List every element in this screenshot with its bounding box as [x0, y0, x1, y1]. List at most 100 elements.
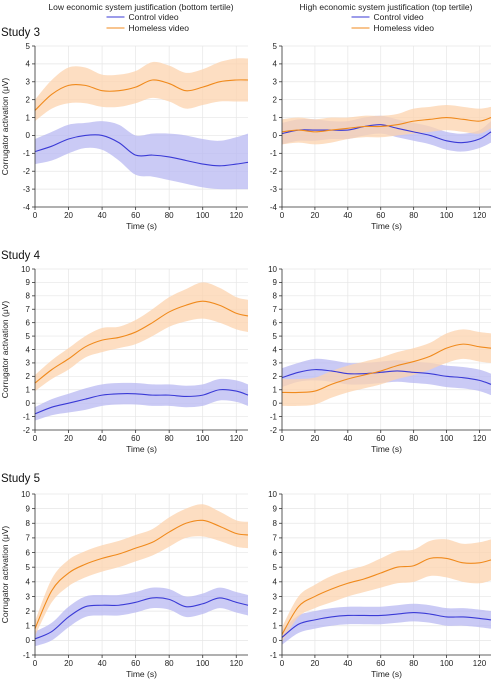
homeless-series-line — [281, 343, 492, 394]
y-tick-label: -3 — [23, 185, 31, 194]
x-tick-label: 20 — [310, 211, 319, 220]
y-tick-label: 5 — [273, 42, 278, 51]
x-axis-label: Time (s) — [371, 221, 402, 231]
control-series-line — [281, 611, 492, 638]
y-tick-label: 1 — [273, 113, 278, 122]
x-tick-label: 20 — [64, 659, 73, 668]
x-tick-label: 120 — [473, 434, 487, 443]
control-ci-band — [35, 587, 248, 647]
y-tick-label: 3 — [273, 78, 278, 87]
y-tick-label: 3 — [26, 359, 31, 368]
y-tick-label: 9 — [26, 278, 31, 287]
x-tick-label: 100 — [196, 434, 210, 443]
y-tick-label: 7 — [26, 534, 31, 543]
y-tick-label: -2 — [270, 426, 278, 435]
x-tick-label: 100 — [196, 211, 210, 220]
y-tick-label: 6 — [273, 318, 278, 327]
x-axis-label: Time (s) — [371, 444, 402, 454]
x-tick-label: 40 — [98, 659, 107, 668]
y-tick-label: 4 — [273, 345, 278, 354]
y-tick-label: 1 — [26, 386, 31, 395]
legend-label: Homeless video — [374, 23, 435, 33]
control-series-line — [34, 389, 249, 415]
homeless-series-line — [281, 557, 492, 635]
column-title-right: High economic system justification (top … — [300, 2, 473, 12]
y-tick-label: -1 — [23, 149, 31, 158]
row-title: Study 3 — [1, 27, 40, 39]
legend-label: Control video — [129, 12, 179, 22]
control-ci-band — [35, 378, 248, 421]
y-tick-label: 7 — [273, 305, 278, 314]
y-tick-label: 1 — [26, 113, 31, 122]
x-tick-label: 100 — [440, 659, 454, 668]
y-tick-label: 9 — [273, 504, 278, 513]
y-tick-label: 2 — [26, 95, 31, 104]
x-axis-label: Time (s) — [126, 221, 157, 231]
row-title: Study 5 — [1, 473, 40, 485]
x-tick-label: 80 — [409, 434, 418, 443]
y-axis-label: Corrugator activation (μV) — [0, 526, 10, 624]
y-tick-label: 6 — [26, 318, 31, 327]
x-tick-label: 120 — [473, 659, 487, 668]
y-tick-label: -1 — [23, 412, 31, 421]
control-series-line — [34, 597, 249, 640]
x-tick-label: 80 — [409, 211, 418, 220]
y-tick-label: 4 — [26, 578, 31, 587]
y-tick-label: -4 — [270, 203, 278, 212]
x-tick-label: 40 — [343, 659, 352, 668]
x-tick-label: 0 — [280, 434, 285, 443]
y-tick-label: 0 — [26, 399, 31, 408]
y-tick-label: -1 — [270, 149, 278, 158]
y-tick-label: 10 — [268, 490, 277, 499]
x-tick-label: 80 — [165, 211, 174, 220]
homeless-ci-band — [35, 58, 248, 122]
y-tick-label: 0 — [273, 636, 278, 645]
homeless-ci-band — [282, 329, 491, 406]
y-tick-label: 3 — [26, 592, 31, 601]
y-tick-label: 2 — [26, 607, 31, 616]
x-axis-label: Time (s) — [371, 669, 402, 679]
x-tick-label: 120 — [230, 659, 244, 668]
homeless-series-line — [34, 300, 249, 384]
x-tick-label: 80 — [409, 659, 418, 668]
x-tick-label: 120 — [473, 211, 487, 220]
y-tick-label: 5 — [26, 42, 31, 51]
y-axis-label: Corrugator activation (μV) — [0, 301, 10, 399]
control-series-line — [34, 134, 249, 167]
x-tick-label: 40 — [343, 211, 352, 220]
x-tick-label: 60 — [376, 659, 385, 668]
y-tick-label: 7 — [273, 534, 278, 543]
y-tick-label: 10 — [21, 490, 30, 499]
y-tick-label: 2 — [273, 95, 278, 104]
x-axis-label: Time (s) — [126, 669, 157, 679]
y-tick-label: 5 — [273, 332, 278, 341]
y-tick-label: 0 — [273, 399, 278, 408]
homeless-ci-band — [35, 282, 248, 392]
homeless-series-line — [34, 79, 249, 111]
x-tick-label: 60 — [376, 211, 385, 220]
y-tick-label: 3 — [26, 78, 31, 87]
legend-label: Control video — [374, 12, 424, 22]
y-tick-label: 3 — [273, 592, 278, 601]
panel-study3-low: Study 3 -4 -3 -2 -1 0 1 2 3 4 5 0 20 40 60 80 100 120 Time… — [0, 12, 249, 231]
x-tick-label: 100 — [440, 211, 454, 220]
panel-study3-high: -4 -3 -2 -1 0 1 2 3 4 5 0 20 40 60 80 100 120 Time (s) Con… — [270, 12, 492, 231]
x-tick-label: 20 — [64, 434, 73, 443]
y-tick-label: 8 — [273, 292, 278, 301]
y-tick-label: 2 — [273, 372, 278, 381]
y-tick-label: 6 — [273, 548, 278, 557]
x-tick-label: 40 — [98, 434, 107, 443]
y-tick-label: 4 — [26, 345, 31, 354]
x-tick-label: 80 — [165, 434, 174, 443]
x-tick-label: 20 — [310, 659, 319, 668]
x-tick-label: 20 — [310, 434, 319, 443]
y-tick-label: 6 — [26, 548, 31, 557]
x-tick-label: 40 — [343, 434, 352, 443]
y-tick-label: 3 — [273, 359, 278, 368]
y-tick-label: 0 — [26, 636, 31, 645]
y-tick-label: 4 — [26, 60, 31, 69]
